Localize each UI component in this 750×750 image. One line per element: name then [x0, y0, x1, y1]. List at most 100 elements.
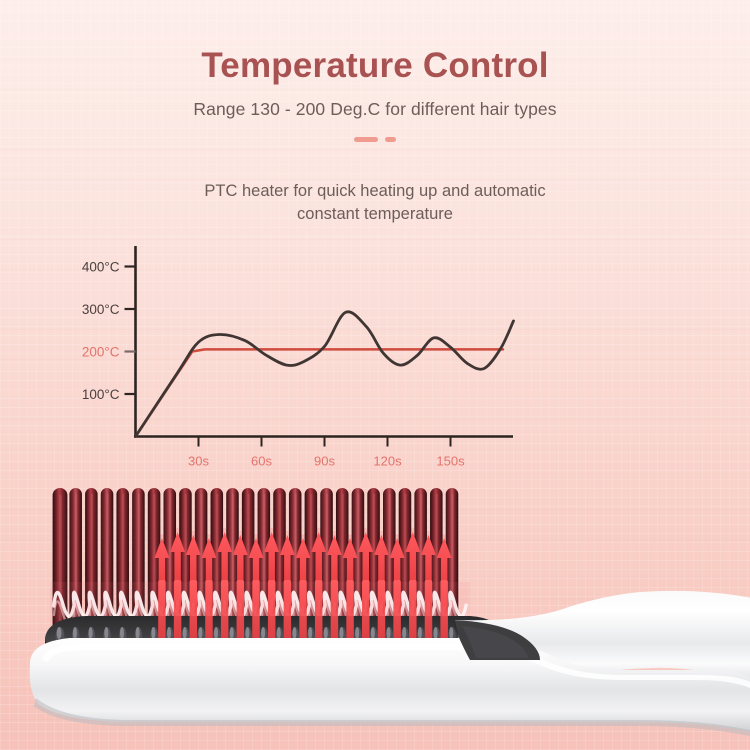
heat-arrow: [185, 535, 201, 603]
heat-arrow: [373, 535, 389, 603]
comb-tooth-highlight: [184, 493, 187, 652]
heat-stem: [299, 580, 307, 656]
product-illustration: [0, 470, 750, 750]
y-tick-label: 100°C: [82, 387, 120, 402]
tooth-base-highlight: [56, 627, 62, 639]
comb-tooth-highlight: [279, 493, 282, 652]
tooth-base-highlight: [339, 627, 344, 639]
tooth-base-highlight: [229, 627, 234, 639]
heat-stem: [220, 580, 229, 656]
heat-arrows-front: [154, 532, 452, 606]
header: Temperature Control Range 130 - 200 Deg.…: [0, 0, 750, 142]
heat-arrow: [436, 538, 452, 606]
tooth-base-highlight: [292, 627, 297, 639]
heat-stem: [252, 580, 260, 656]
heat-stem: [393, 580, 401, 656]
divider-dash-long: [354, 136, 378, 142]
comb-tooth-highlight: [451, 493, 454, 652]
tooth-base-highlight: [119, 627, 124, 639]
heat-arrow: [358, 532, 374, 600]
tooth-base-highlight: [151, 627, 156, 639]
heat-arrow: [201, 538, 217, 606]
comb-tooth-highlight: [90, 493, 93, 652]
heat-stems: [158, 580, 448, 656]
tooth-base-highlight: [386, 627, 391, 639]
tooth-base-highlight: [276, 627, 281, 639]
chart-axes: [134, 246, 513, 438]
heat-stem: [283, 580, 292, 656]
comb-tooth-highlight: [122, 493, 125, 652]
tooth-base-highlight: [308, 627, 313, 639]
x-tick-label: 60s: [251, 454, 272, 469]
heat-stem: [173, 580, 182, 656]
tooth-base-highlight: [214, 627, 219, 639]
temperature-chart: 100°C 200°C 300°C 400°C 30s 60s 90s 120s 150s: [0, 238, 750, 483]
heat-stem: [189, 580, 198, 656]
comb-tooth-highlight: [326, 493, 329, 652]
comb-tooth-highlight: [137, 493, 140, 652]
heat-stem: [409, 580, 417, 656]
comb-tooth-highlight: [341, 493, 344, 652]
series-conventional-line: [135, 310, 515, 438]
comb-tooth-highlight: [169, 493, 172, 652]
tooth-base-highlight: [449, 627, 454, 639]
tooth-base-highlight: [182, 627, 187, 639]
tooth-base-highlight: [355, 627, 360, 639]
comb-tooth-highlight: [75, 493, 78, 652]
comb-tooth-highlight: [357, 493, 360, 652]
y-tick-label: 300°C: [82, 302, 120, 317]
tooth-base-highlight: [198, 627, 203, 639]
tooth-base-highlight: [135, 627, 140, 639]
heat-stem: [158, 580, 166, 656]
comb-tooth-highlight: [200, 493, 203, 652]
description-block: PTC heater for quick heating up and auto…: [0, 180, 750, 226]
heat-arrow: [405, 532, 421, 600]
chart-x-ticks: 30s 60s 90s 120s 150s: [188, 436, 465, 469]
heat-arrow: [295, 538, 311, 606]
heat-arrow: [154, 538, 170, 606]
heat-stem: [362, 580, 370, 656]
comb-tooth-highlight: [310, 493, 313, 652]
comb-tooth-highlight: [294, 493, 297, 652]
tooth-base-highlight: [417, 627, 422, 639]
x-tick-label: 120s: [373, 454, 402, 469]
comb-tooth-highlight: [153, 493, 156, 652]
heat-arrow: [264, 532, 280, 600]
tooth-base-highlight: [72, 627, 77, 639]
heat-stem: [314, 580, 323, 656]
temperature-chart-svg: 100°C 200°C 300°C 400°C 30s 60s 90s 120s 150s: [82, 246, 515, 469]
comb-tooth-highlight: [388, 493, 391, 652]
chart-y-ticks: 100°C 200°C 300°C 400°C: [82, 260, 136, 402]
heat-arrow: [311, 532, 327, 600]
heat-arrow: [342, 538, 358, 606]
y-tick-label: 400°C: [82, 260, 120, 275]
heat-arrow: [326, 535, 342, 603]
product-illustration-svg: [29, 488, 750, 736]
comb-tooth-highlight: [59, 494, 62, 652]
description-line-1: PTC heater for quick heating up and auto…: [204, 182, 546, 200]
heat-stem: [346, 580, 354, 656]
heat-arrow: [389, 538, 405, 606]
x-tick-label: 150s: [436, 454, 465, 469]
heat-stem: [267, 580, 276, 656]
tooth-base-highlight: [402, 627, 407, 639]
heat-stem: [424, 580, 433, 656]
comb-tooth-highlight: [263, 493, 266, 652]
comb-tooth-highlight: [106, 493, 109, 652]
heat-stem: [330, 580, 339, 656]
page-title: Temperature Control: [201, 46, 549, 85]
divider-dashes: [344, 120, 406, 142]
heat-arrow: [232, 535, 248, 603]
comb-tooth-highlight: [247, 493, 250, 652]
comb-tooth-highlight: [435, 493, 438, 652]
heat-arrow: [170, 532, 186, 600]
heat-arrow: [217, 532, 233, 600]
heat-stem: [205, 580, 213, 656]
tooth-base-highlight: [370, 627, 375, 639]
tooth-base-highlight: [167, 627, 172, 639]
tooth-base-highlight: [433, 627, 438, 639]
heat-stem: [377, 580, 386, 656]
tooth-base-highlight: [88, 627, 93, 639]
comb-tooth-highlight: [404, 493, 407, 652]
